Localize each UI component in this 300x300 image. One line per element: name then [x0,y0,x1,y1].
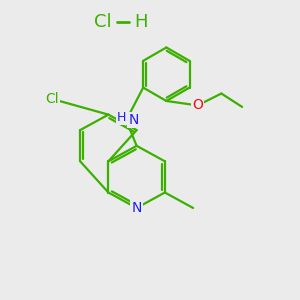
Text: N: N [128,113,139,127]
Text: O: O [192,98,203,112]
Text: N: N [131,201,142,215]
Text: Cl: Cl [45,92,59,106]
Text: Cl: Cl [94,13,111,31]
Text: H: H [117,111,127,124]
Text: H: H [134,13,148,31]
